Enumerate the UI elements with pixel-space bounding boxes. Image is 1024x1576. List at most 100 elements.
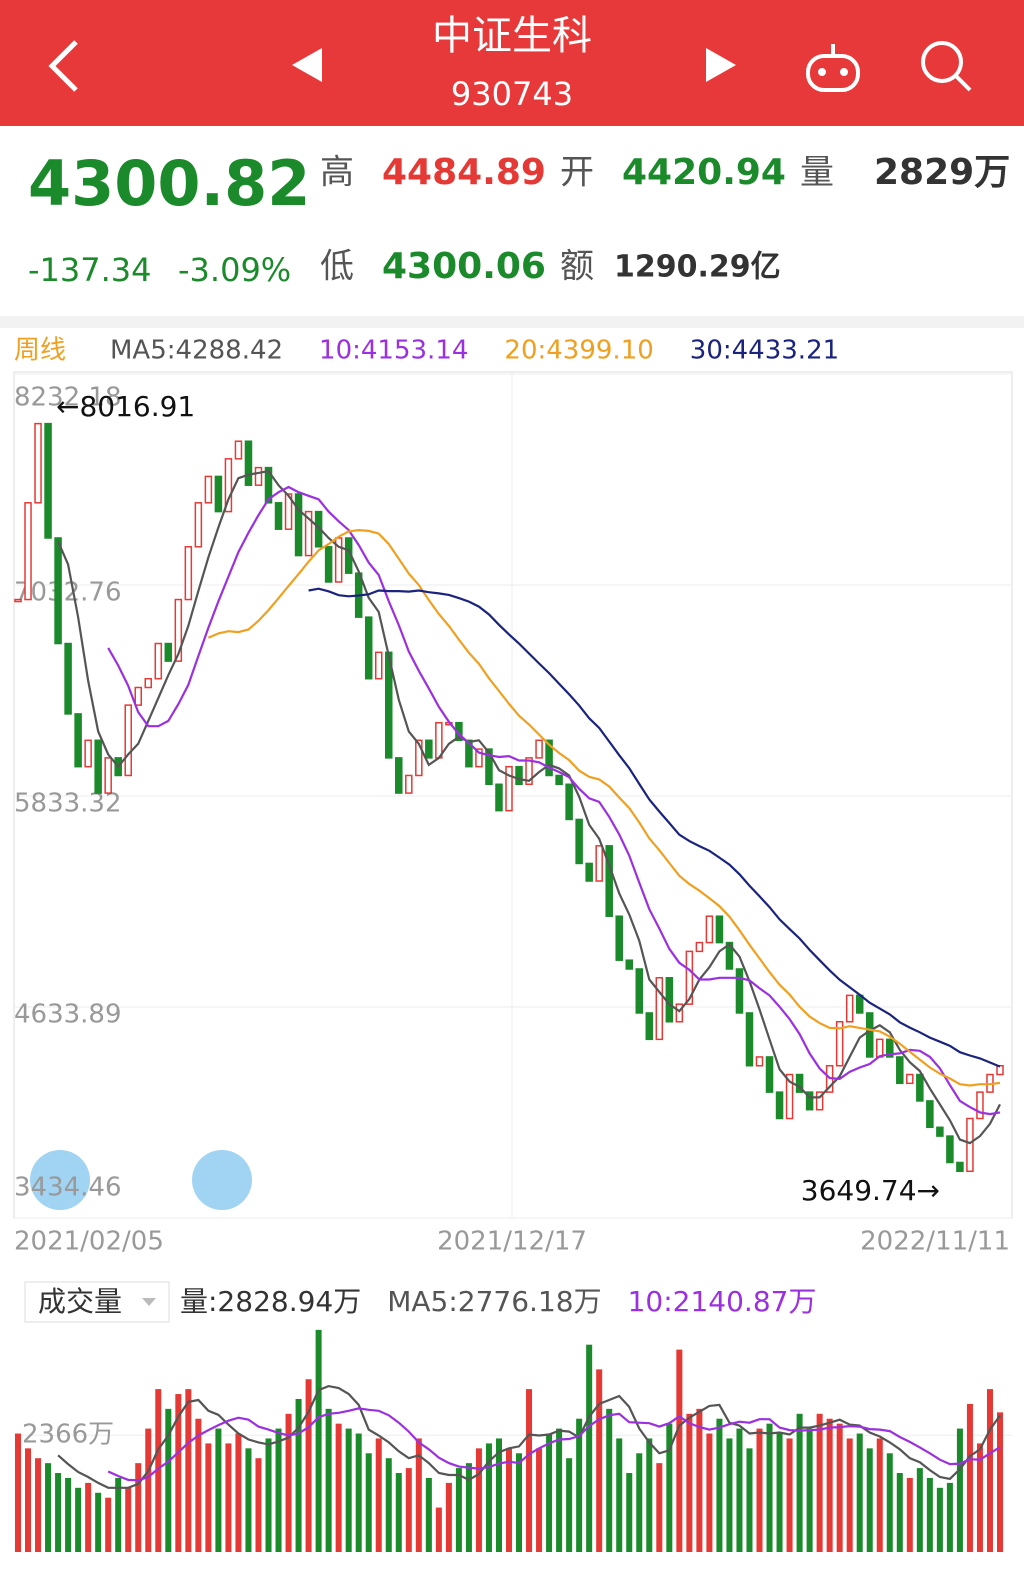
candle: [946, 1135, 954, 1164]
volume-bar: [325, 1408, 332, 1552]
ma-line: [57, 469, 1001, 1145]
volume-bar: [786, 1438, 793, 1552]
candle: [485, 748, 493, 786]
volume-bar: [576, 1418, 583, 1552]
separator: [0, 316, 1024, 328]
value: 2829万: [874, 152, 1010, 193]
candle: [184, 546, 193, 601]
plot-frame: [13, 371, 1013, 1219]
candle: [926, 1100, 934, 1129]
candle: [395, 757, 403, 794]
candle: [374, 651, 383, 680]
volume-bar: [966, 1403, 973, 1552]
label: 开: [560, 153, 594, 193]
volume-bar: [856, 1433, 863, 1552]
volume-bar: [55, 1473, 62, 1552]
volume-bar: [255, 1458, 262, 1552]
volume-bar: [285, 1413, 292, 1552]
candle: [956, 1161, 964, 1173]
volume-bar: [495, 1438, 502, 1552]
candle: [244, 440, 253, 486]
candle: [104, 757, 112, 794]
change: -137.34: [28, 251, 152, 289]
candle: [665, 977, 674, 1023]
volume-bar: [936, 1487, 943, 1552]
y-tick-label: 3434.46: [14, 1173, 122, 1203]
scroll-button[interactable]: [30, 1150, 90, 1210]
next-button[interactable]: [706, 48, 736, 82]
volume-bar: [405, 1468, 412, 1552]
candle: [64, 642, 72, 715]
volume-bar: [916, 1468, 923, 1552]
volume-bar: [616, 1438, 623, 1552]
candle: [44, 422, 52, 539]
candle: [545, 739, 553, 777]
volume-bar: [906, 1477, 913, 1552]
volume-bar: [566, 1458, 573, 1552]
volume-bar: [596, 1369, 603, 1552]
candle: [134, 686, 143, 706]
volume-bar: [135, 1463, 142, 1552]
value: 4484.89: [382, 152, 546, 193]
volume-bar: [375, 1438, 382, 1552]
candle: [815, 1091, 824, 1111]
candle: [274, 502, 283, 530]
volume-bar: [546, 1433, 553, 1552]
candle: [996, 1064, 1004, 1076]
candle: [645, 1012, 654, 1041]
volume-bar: [295, 1398, 302, 1552]
back-button[interactable]: [48, 40, 78, 92]
volume-bar: [806, 1428, 813, 1552]
y-tick-label: 5833.32: [14, 789, 122, 819]
candle: [625, 959, 634, 970]
volume-bar: [65, 1477, 72, 1552]
volume-selector[interactable]: [24, 1281, 170, 1323]
volume-title: 成交量: [38, 1285, 122, 1318]
volume-bar: [235, 1433, 242, 1552]
ma-label: MA5:4288.42: [110, 336, 283, 366]
candle: [264, 466, 273, 504]
search-button[interactable]: [921, 41, 972, 92]
volume-bar: [606, 1408, 613, 1552]
candle: [936, 1126, 944, 1137]
volume-bar: [716, 1418, 723, 1552]
candle: [495, 783, 503, 812]
candle: [304, 510, 313, 557]
volume-bar: [395, 1473, 402, 1552]
candle: [124, 704, 132, 777]
volume-bar: [626, 1473, 633, 1552]
candle: [254, 466, 263, 486]
candle: [755, 1056, 764, 1067]
candle: [84, 739, 92, 768]
ma-label: 10:4153.14: [319, 336, 468, 366]
prev-button[interactable]: [292, 48, 322, 82]
candle: [916, 1073, 924, 1102]
volume-bar: [986, 1389, 993, 1552]
candle: [635, 968, 644, 1014]
expand-button[interactable]: [192, 1150, 252, 1210]
candle: [605, 845, 613, 917]
volume-bar: [35, 1458, 42, 1552]
ma-line: [207, 528, 1001, 1087]
ma-label: 30:4433.21: [690, 336, 839, 366]
candle: [695, 941, 704, 953]
candle: [595, 845, 603, 882]
candle: [735, 968, 744, 1014]
volume-label: 量:2828.94万: [180, 1285, 361, 1318]
candle: [875, 1038, 884, 1058]
candle: [795, 1073, 804, 1093]
volume-bar: [45, 1463, 52, 1552]
volume-bar: [676, 1349, 683, 1552]
y-tick-label: 8232.18: [14, 383, 122, 413]
candle: [194, 502, 203, 548]
volume-bar: [586, 1344, 593, 1552]
volume-bar: [866, 1448, 873, 1552]
robot-button[interactable]: [806, 44, 860, 92]
candle: [164, 642, 173, 662]
volume-bar: [796, 1413, 803, 1552]
y-tick-label: 2366万: [22, 1420, 114, 1450]
volume-bar: [646, 1438, 653, 1552]
volume-bar: [435, 1507, 442, 1552]
candle: [745, 1012, 754, 1067]
